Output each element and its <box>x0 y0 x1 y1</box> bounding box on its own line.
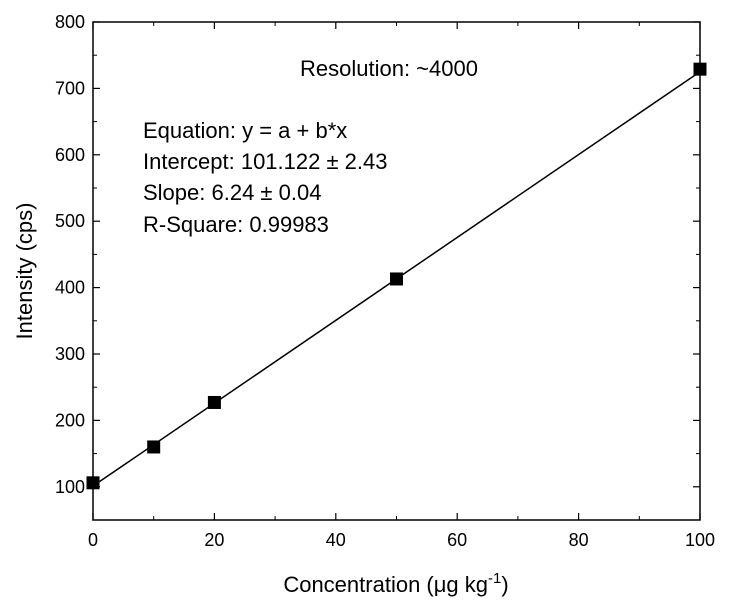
y-tick-label: 600 <box>55 145 85 165</box>
y-tick-label: 200 <box>55 410 85 430</box>
x-tick-label: 100 <box>685 530 715 550</box>
axis-ticks <box>92 21 701 521</box>
x-axis-title-superscript: -1 <box>488 570 501 587</box>
y-tick-label: 800 <box>55 12 85 32</box>
data-points <box>86 62 707 490</box>
y-tick-label: 500 <box>55 211 85 231</box>
annotation-intercept: Intercept: 101.122 ± 2.43 <box>143 149 387 174</box>
data-point <box>207 395 221 409</box>
annotation-slope: Slope: 6.24 ± 0.04 <box>143 180 321 205</box>
data-point <box>390 272 403 286</box>
x-tick-label: 20 <box>204 530 224 550</box>
tick-labels: 0 20 40 60 80 100 100 200 300 400 500 600 700 800 <box>55 12 715 550</box>
annotation-resolution: Resolution: ~4000 <box>300 56 478 81</box>
annotation-equation: Equation: y = a + b*x <box>143 118 347 143</box>
y-tick-label: 700 <box>55 78 85 98</box>
x-tick-label: 60 <box>447 530 467 550</box>
plot-frame <box>92 21 701 521</box>
data-point <box>147 440 161 454</box>
y-tick-label: 300 <box>55 344 85 364</box>
x-axis-title-main: Concentration (μg kg <box>283 572 488 597</box>
x-tick-label: 80 <box>569 530 589 550</box>
y-axis-title: Intensity (cps) <box>12 203 37 340</box>
x-tick-label: 40 <box>326 530 346 550</box>
x-axis-title-close: ) <box>501 572 508 597</box>
annotation-r-square: R-Square: 0.99983 <box>143 212 329 237</box>
y-tick-label: 100 <box>55 477 85 497</box>
y-tick-label: 400 <box>55 278 85 298</box>
x-tick-label: 0 <box>88 530 98 550</box>
x-axis-title: Concentration (μg kg-1) <box>283 570 508 597</box>
